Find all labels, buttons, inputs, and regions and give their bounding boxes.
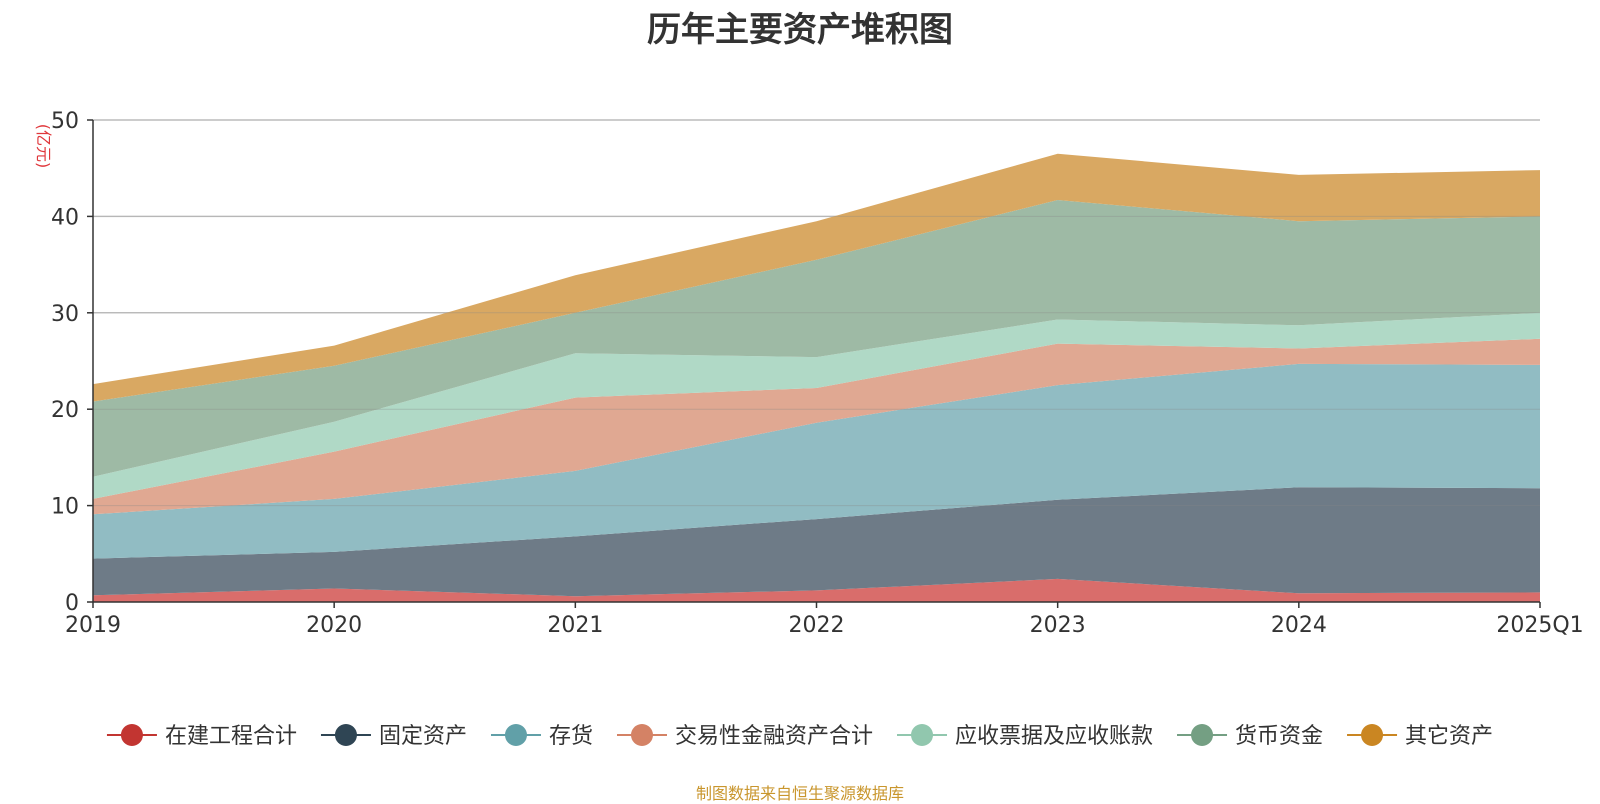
axes: 0 10 20 30 40 50(亿元) 2019 2020 2021 2022 2023 2024 2… <box>34 109 1584 638</box>
legend-circle-marker <box>630 724 653 746</box>
area-series-2 <box>93 487 1540 597</box>
legend-circle-marker <box>911 724 934 746</box>
y-tick-label: 20 <box>51 398 79 423</box>
area-series-1 <box>93 578 1540 602</box>
x-tick-label: 2025Q1 <box>1496 613 1583 638</box>
legend-circle-marker <box>1191 724 1214 746</box>
area-series-7 <box>93 153 1540 402</box>
legend-circle-marker <box>504 724 527 746</box>
legend-item-1: 在建工程合计 <box>106 724 297 749</box>
legend-label: 在建工程合计 <box>165 724 297 749</box>
y-axis-unit-label: (亿元) <box>34 124 53 169</box>
area-series-3 <box>93 363 1540 559</box>
y-tick-label: 0 <box>65 591 79 616</box>
legend-item-7: 其它资产 <box>1347 724 1493 749</box>
source-note: 制图数据来自恒生聚源数据库 <box>695 784 904 803</box>
area-series-6 <box>93 200 1540 477</box>
y-tick-label: 40 <box>51 205 79 230</box>
chart-title: 历年主要资产堆积图 <box>647 10 953 50</box>
x-tick-label: 2022 <box>789 613 845 638</box>
x-tick-label: 2020 <box>306 613 362 638</box>
legend-circle-marker <box>334 724 357 746</box>
y-tick-label: 10 <box>51 495 79 520</box>
legend-label: 交易性金融资产合计 <box>675 724 873 749</box>
y-tick-label: 50 <box>51 109 79 134</box>
legend: 在建工程合计 固定资产 存货 交易性金融资产合计 应收票据及应收账款 货币资金 其它资产 <box>106 724 1493 749</box>
area-series-group <box>93 119 1540 602</box>
legend-item-3: 存货 <box>490 724 593 749</box>
legend-label: 应收票据及应收账款 <box>955 724 1153 749</box>
x-tick-label: 2019 <box>65 613 121 638</box>
legend-item-4: 交易性金融资产合计 <box>616 724 873 749</box>
x-tick-label: 2023 <box>1030 613 1086 638</box>
area-series-5 <box>93 312 1540 499</box>
legend-item-5: 应收票据及应收账款 <box>897 724 1153 749</box>
area-series-4 <box>93 338 1540 515</box>
legend-circle-marker <box>120 724 143 746</box>
legend-label: 存货 <box>549 724 593 749</box>
x-tick-label: 2024 <box>1271 613 1327 638</box>
legend-label: 固定资产 <box>379 724 467 749</box>
legend-item-2: 固定资产 <box>320 724 467 749</box>
legend-item-6: 货币资金 <box>1177 724 1323 749</box>
legend-circle-marker <box>1361 724 1384 746</box>
y-tick-label: 30 <box>51 302 79 327</box>
legend-label: 货币资金 <box>1235 724 1323 749</box>
x-tick-label: 2021 <box>547 613 603 638</box>
legend-label: 其它资产 <box>1405 724 1493 749</box>
